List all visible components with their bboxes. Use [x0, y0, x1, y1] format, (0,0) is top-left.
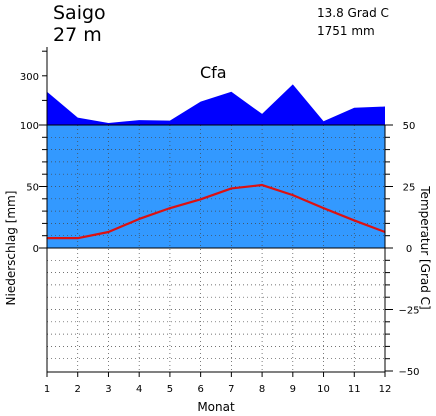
mean-temperature: 13.8 Grad C — [317, 6, 389, 20]
temperature-point — [77, 237, 79, 239]
x-tick-label: 2 — [75, 384, 81, 395]
precip-tick-label: 100 — [20, 121, 39, 132]
x-axis-label: Monat — [197, 400, 235, 414]
temperature-point — [138, 218, 140, 220]
grid-lines — [46, 124, 386, 372]
temperature-point — [322, 207, 325, 209]
temperature-point — [169, 207, 171, 209]
temperature-point — [353, 219, 355, 222]
x-tick-label: 11 — [348, 384, 361, 395]
x-tick-label: 3 — [105, 384, 111, 395]
temperature-point — [292, 194, 294, 196]
temperature-point — [230, 187, 232, 190]
temp-tick-label: −25 — [398, 306, 419, 317]
x-tick-label: 7 — [228, 384, 234, 395]
temp-tick-label: 25 — [403, 183, 416, 194]
station-name: Saigo — [53, 2, 106, 24]
temp-tick-label: 0 — [406, 244, 412, 255]
right-axis-label: Temperatur [Grad C] — [418, 185, 432, 309]
precip-tick-label: 0 — [33, 244, 39, 255]
x-tick-label: 6 — [197, 384, 203, 395]
temperature-point — [200, 198, 202, 200]
excess-precipitation-area — [47, 84, 385, 125]
x-tick-label: 8 — [259, 384, 265, 395]
climate-class: Cfa — [200, 63, 227, 82]
x-tick-label: 5 — [167, 384, 173, 395]
temperature-line — [47, 183, 386, 240]
temp-tick-label: −50 — [398, 367, 419, 378]
x-tick-label: 4 — [136, 384, 142, 395]
annual-precipitation: 1751 mm — [317, 24, 375, 38]
temperature-point — [261, 184, 263, 186]
temperature-point — [107, 231, 110, 233]
x-tick-label: 10 — [317, 384, 330, 395]
temp-tick-label: 50 — [403, 121, 416, 132]
excess-fill — [47, 84, 385, 125]
precip-tick-label: 50 — [26, 183, 39, 194]
x-tick-label: 12 — [379, 384, 392, 395]
axes — [39, 47, 393, 377]
x-tick-label: 9 — [290, 384, 296, 395]
left-axis-label: Niederschlag [mm] — [4, 191, 18, 306]
precip-tick-label: 300 — [20, 72, 39, 83]
station-elevation: 27 m — [53, 24, 102, 46]
x-tick-label: 1 — [44, 384, 50, 395]
